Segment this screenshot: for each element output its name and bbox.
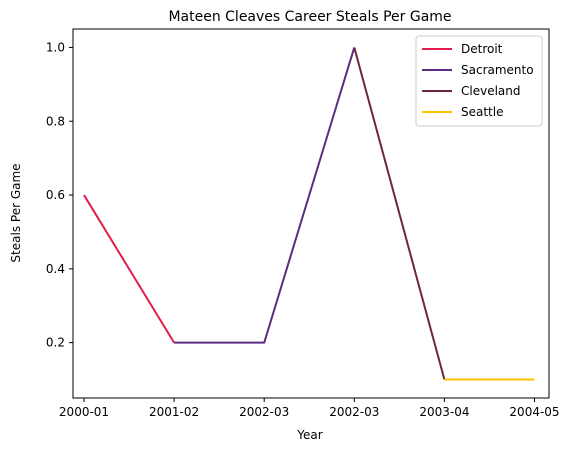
y-tick-label: 1.0 — [46, 40, 65, 54]
series-line-sacramento — [174, 47, 356, 344]
x-tick-label: 2004-05 — [509, 405, 559, 419]
legend-label-cleveland: Cleveland — [461, 84, 521, 98]
y-tick-label: 0.2 — [46, 336, 65, 350]
legend-box — [415, 35, 543, 127]
x-tick-label: 2001-02 — [149, 405, 199, 419]
series-line-detroit — [83, 194, 175, 344]
x-tick-label: 2000-01 — [59, 405, 109, 419]
series-lines — [83, 47, 535, 381]
chart-title: Mateen Cleaves Career Steals Per Game — [168, 9, 451, 25]
x-axis-label: Year — [296, 428, 322, 442]
x-axis: 2000-01 2001-02 2002-03 2002-03 2003-04 2004-… — [59, 398, 560, 419]
y-axis-label: Steals Per Game — [9, 163, 23, 262]
series-line-cleveland — [353, 47, 446, 380]
y-tick-label: 0.8 — [46, 114, 65, 128]
legend-label-seattle: Seattle — [461, 105, 503, 119]
y-tick-label: 0.4 — [46, 262, 65, 276]
legend: Detroit Sacramento Cleveland Seattle — [415, 35, 543, 127]
x-tick-label: 2002-03 — [239, 405, 289, 419]
x-tick-label: 2002-03 — [329, 405, 379, 419]
legend-label-sacramento: Sacramento — [461, 63, 534, 77]
x-tick-label: 2003-04 — [419, 405, 469, 419]
y-axis: 0.2 0.4 0.6 0.8 1.0 — [46, 40, 73, 350]
legend-label-detroit: Detroit — [461, 42, 503, 56]
y-tick-label: 0.6 — [46, 188, 65, 202]
